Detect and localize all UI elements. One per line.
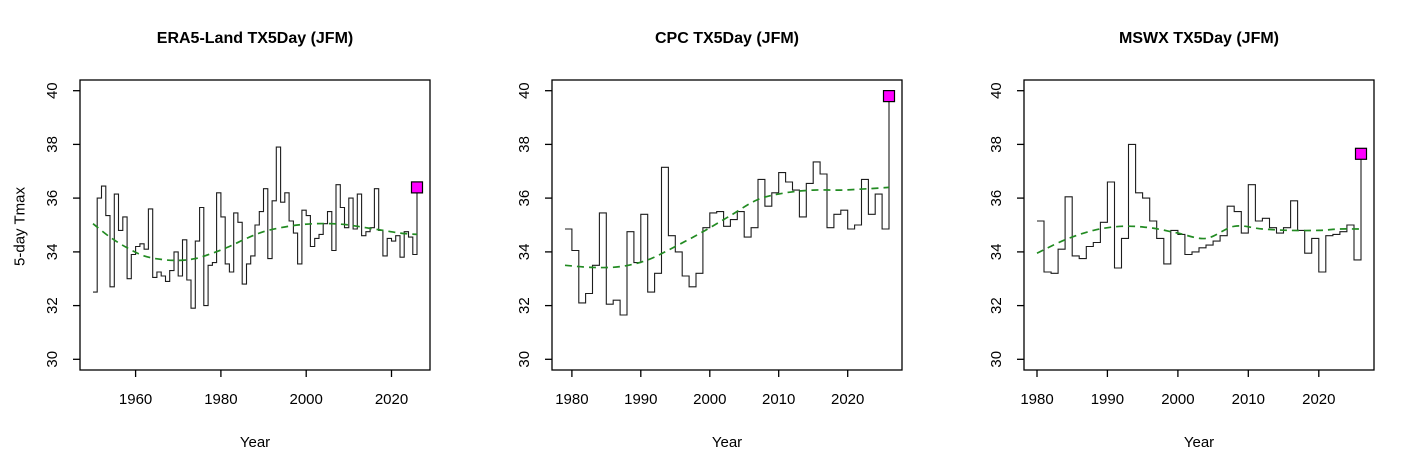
y-tick-label: 30 — [988, 351, 1005, 368]
loess-trend-line — [92, 222, 418, 262]
y-tick-label: 38 — [988, 136, 1005, 153]
y-tick-label: 36 — [516, 190, 533, 207]
highlight-2026-marker — [410, 181, 424, 194]
x-axis-label: Year — [1183, 434, 1215, 451]
step-line — [565, 96, 890, 316]
mswx-step-chart: 1980 1990 2000 2010 2020 30 32 34 36 38 40 — [988, 79, 1375, 408]
step-line — [93, 146, 418, 309]
x-tick-label: 2020 — [1302, 391, 1335, 408]
chart-panel-mswx: MSWX TX5Day (JFM) 1980 1990 2000 2010 2020 30… — [944, 0, 1416, 472]
y-tick-label: 40 — [988, 82, 1005, 99]
y-tick-label: 32 — [988, 297, 1005, 314]
x-tick-label: 2020 — [375, 391, 408, 408]
chart-panel-cpc: CPC TX5Day (JFM) 1980 1990 2000 2010 2020 30 3… — [472, 0, 944, 472]
x-tick-label: 2000 — [693, 391, 726, 408]
x-tick-label: 1990 — [1091, 391, 1124, 408]
y-tick-label: 36 — [988, 190, 1005, 207]
x-tick-label: 1980 — [204, 391, 237, 408]
x-tick-label: 2010 — [1232, 391, 1265, 408]
y-tick-label: 38 — [44, 136, 61, 153]
y-tick-label: 36 — [44, 190, 61, 207]
x-tick-label: 2010 — [762, 391, 795, 408]
plot-frame — [1023, 79, 1375, 371]
y-tick-label: 34 — [516, 244, 533, 261]
y-tick-label: 40 — [44, 82, 61, 99]
y-tick-label: 38 — [516, 136, 533, 153]
chart-panel-era5-land: ERA5-Land TX5Day (JFM) 5-day Tmax 1960 19… — [0, 0, 472, 472]
era5-land-step-chart: 1960 1980 2000 2020 30 32 34 36 38 40 — [44, 79, 431, 408]
y-tick-label: 30 — [44, 351, 61, 368]
plot-frame — [551, 79, 903, 371]
y-tick-label: 30 — [516, 351, 533, 368]
x-tick-label: 2020 — [831, 391, 864, 408]
x-tick-label: 1960 — [119, 391, 152, 408]
x-tick-label: 1980 — [1020, 391, 1053, 408]
highlight-2026-marker — [882, 89, 896, 103]
plot-frame — [79, 79, 431, 371]
x-tick-label: 1990 — [624, 391, 657, 408]
x-axis-label: Year — [239, 434, 271, 451]
chart-title: ERA5-Land TX5Day (JFM) — [156, 30, 354, 47]
x-tick-label: 2000 — [1161, 391, 1194, 408]
loess-trend-line — [1036, 225, 1362, 254]
y-tick-label: 32 — [44, 297, 61, 314]
cpc-step-chart: 1980 1990 2000 2010 2020 30 32 34 36 38 40 — [516, 79, 903, 408]
x-axis-label: Year — [711, 434, 743, 451]
loess-trend-line — [564, 186, 890, 269]
highlight-2026-marker — [1354, 147, 1368, 160]
y-tick-label: 40 — [516, 82, 533, 99]
step-line — [1037, 143, 1362, 274]
y-tick-label: 34 — [988, 244, 1005, 261]
y-tick-label: 34 — [44, 244, 61, 261]
x-tick-label: 1980 — [555, 391, 588, 408]
x-tick-label: 2000 — [290, 391, 323, 408]
chart-title: MSWX TX5Day (JFM) — [1118, 30, 1279, 47]
y-tick-label: 32 — [516, 297, 533, 314]
chart-title: CPC TX5Day (JFM) — [654, 30, 800, 47]
